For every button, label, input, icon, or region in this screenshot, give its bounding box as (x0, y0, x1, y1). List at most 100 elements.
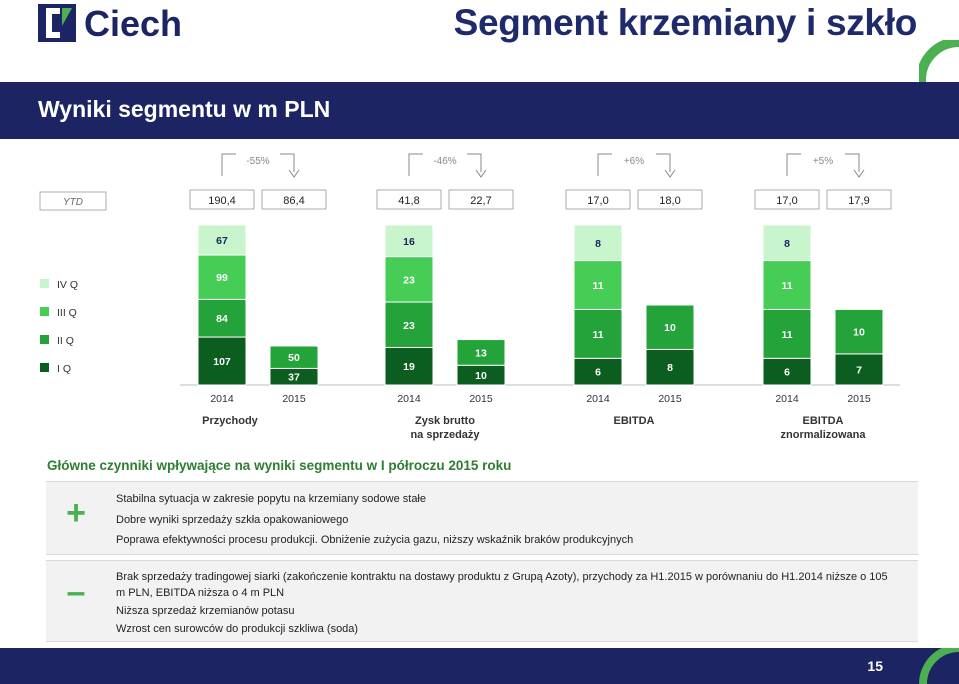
ytd-value-box (189, 189, 255, 210)
change-arrowhead (853, 169, 865, 178)
ytd-label: YTD (63, 197, 83, 208)
ytd-value: 190,4 (208, 195, 236, 207)
bar-segment (456, 339, 506, 366)
year-tick-label: 2015 (847, 393, 871, 405)
negative-factors-box: – Brak sprzedaży tradingowej siarki (zak… (46, 560, 918, 642)
bar-value-label: 8 (595, 238, 601, 250)
ytd-value-box (376, 189, 442, 210)
bar-value-label: 67 (216, 235, 228, 247)
minus-icon: – (66, 573, 86, 611)
bar-segment (834, 353, 884, 386)
positive-factor: Dobre wyniki sprzedaży szkła opakowaniow… (116, 513, 349, 526)
change-arrowhead (288, 169, 300, 178)
bar-segment (834, 308, 884, 355)
plus-icon: + (66, 494, 86, 532)
change-label-bg (236, 153, 280, 167)
ytd-value: 86,4 (283, 195, 304, 207)
bar-value-label: 6 (595, 367, 601, 379)
legend-swatch (40, 279, 49, 288)
year-tick-label: 2014 (775, 393, 799, 405)
change-arrowhead (664, 169, 676, 178)
year-tick-label: 2015 (658, 393, 682, 405)
bar-value-label: 50 (288, 352, 300, 364)
bar-segment (762, 224, 812, 262)
legend-swatch (40, 307, 49, 316)
year-tick-label: 2015 (282, 393, 306, 405)
change-arrowhead (475, 169, 487, 178)
group-label: EBITDA (803, 415, 844, 427)
bar-segment (573, 260, 623, 310)
change-label-bg (423, 153, 467, 167)
change-label: -46% (433, 156, 456, 167)
slide-title: Segment krzemiany i szkło (453, 2, 918, 43)
page-number: 15 (867, 658, 883, 674)
ytd-value: 17,9 (848, 195, 869, 207)
bar-value-label: 11 (781, 329, 792, 341)
bar-value-label: 10 (664, 322, 676, 334)
bar-value-label: 11 (592, 329, 603, 341)
bar-segment (197, 254, 247, 300)
bar-value-label: 99 (216, 272, 228, 284)
year-tick-label: 2014 (397, 393, 421, 405)
bar-segment (197, 224, 247, 256)
ytd-value-box (754, 189, 820, 210)
footer-bar: 15 (0, 648, 959, 684)
positive-factor: Poprawa efektywności procesu produkcji. … (116, 534, 634, 546)
factors-title: Główne czynniki wpływające na wyniki seg… (47, 458, 512, 473)
section-banner: Wyniki segmentu w m PLN (0, 82, 959, 139)
bar-segment (645, 348, 695, 386)
positive-factors-box: + Stabilna sytuacja w zakresie popytu na… (46, 481, 918, 555)
bar-value-label: 23 (403, 274, 415, 286)
negative-factor: Brak sprzedaży tradingowej siarki (zakoń… (116, 571, 888, 599)
year-tick-label: 2014 (586, 393, 610, 405)
ytd-value-box (448, 189, 514, 210)
bar-value-label: 19 (403, 361, 415, 373)
bar-segment (762, 357, 812, 386)
bar-segment (384, 256, 434, 303)
group-label-line2: na sprzedaży (410, 429, 480, 441)
ytd-label-box (39, 191, 107, 211)
bar-value-label: 13 (475, 347, 487, 359)
bar-value-label: 23 (403, 320, 415, 332)
ytd-value-box (565, 189, 631, 210)
group-label: Zysk brutto (415, 415, 475, 427)
ytd-value-box (826, 189, 892, 210)
banner-title: Wyniki segmentu w m PLN (38, 96, 331, 122)
ytd-value: 18,0 (659, 195, 680, 207)
legend-label: IV Q (57, 279, 78, 291)
bar-segment (197, 298, 247, 338)
bar-value-label: 8 (667, 362, 673, 374)
negative-factor: Wzrost cen surowców do produkcji szkliwa… (116, 623, 359, 635)
bar-segment (384, 301, 434, 348)
ciech-logo: Ciech (38, 4, 182, 42)
change-label: +5% (813, 156, 833, 167)
legend-label: III Q (57, 307, 77, 319)
change-label-bg (612, 153, 656, 167)
bar-segment (197, 336, 247, 386)
bar-value-label: 10 (853, 327, 865, 339)
ytd-value-box (637, 189, 703, 210)
bar-segment (269, 345, 319, 369)
footer-decorative-arc (919, 648, 959, 684)
legend-label: I Q (57, 363, 71, 375)
bar-segment (645, 304, 695, 350)
bar-value-label: 11 (592, 280, 603, 292)
ytd-value: 41,8 (398, 195, 419, 207)
bar-value-label: 6 (784, 367, 790, 379)
year-tick-label: 2014 (210, 393, 234, 405)
bar-value-label: 11 (781, 280, 792, 292)
bar-value-label: 16 (403, 236, 415, 248)
group-label-line2: znormalizowana (781, 429, 867, 441)
group-label: Przychody (202, 415, 259, 427)
negative-factor: Niższa sprzedaż krzemianów potasu (116, 605, 295, 617)
change-label-bg (801, 153, 845, 167)
ytd-value: 17,0 (776, 195, 797, 207)
bar-value-label: 7 (856, 364, 862, 376)
legend-label: II Q (57, 335, 74, 347)
ytd-value: 17,0 (587, 195, 608, 207)
ytd-value-box (261, 189, 327, 210)
ytd-value: 22,7 (470, 195, 491, 207)
bar-value-label: 8 (784, 238, 790, 250)
change-label: +6% (624, 156, 644, 167)
